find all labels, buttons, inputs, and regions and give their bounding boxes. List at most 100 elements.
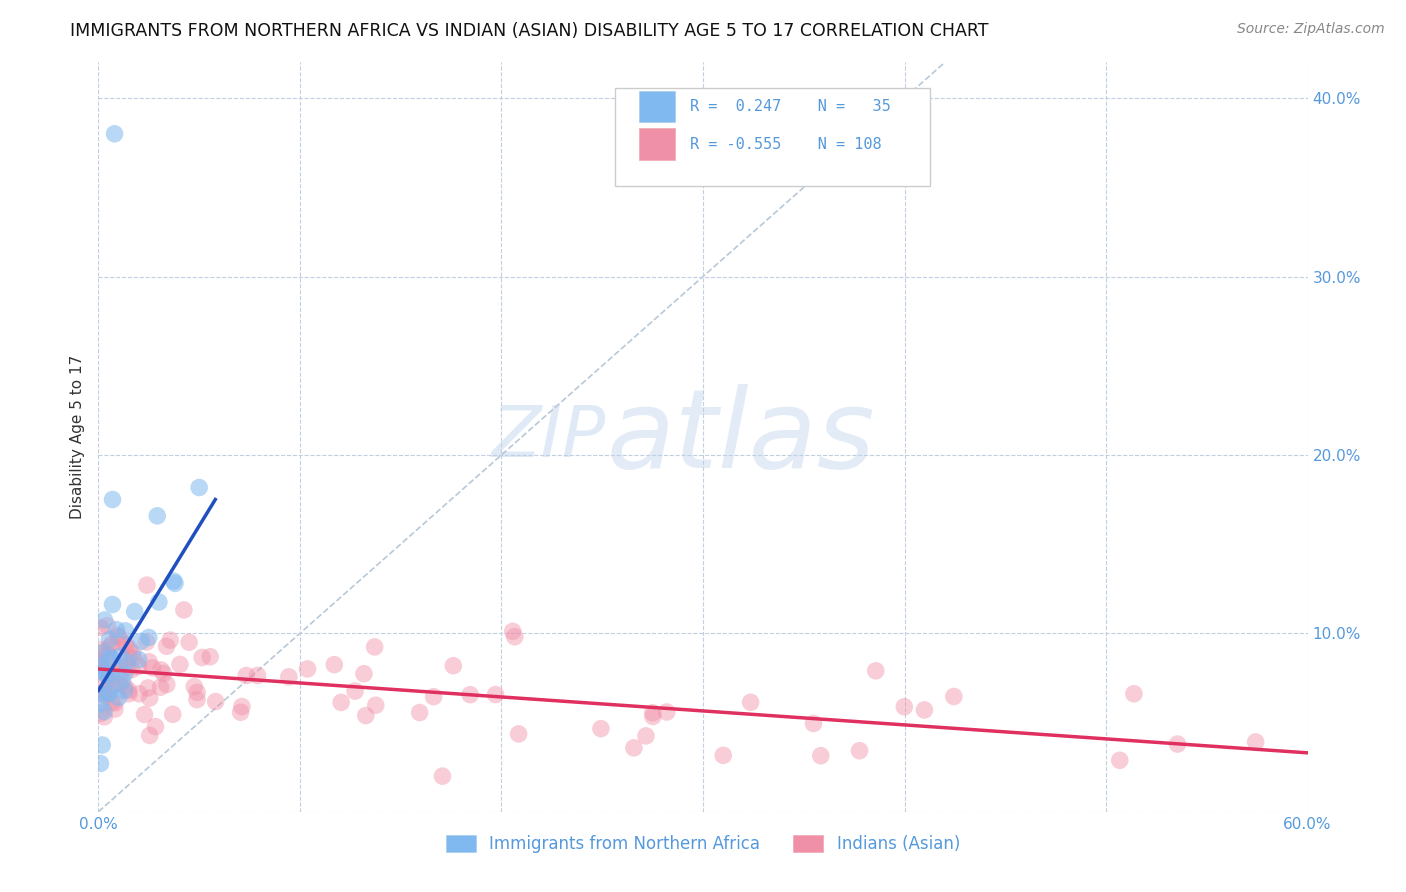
Point	[810, 748, 832, 763]
Point	[188, 481, 211, 495]
Point	[231, 699, 253, 714]
Point	[107, 690, 129, 705]
Point	[89, 659, 111, 673]
Point	[508, 727, 530, 741]
Point	[159, 633, 181, 648]
Point	[129, 634, 152, 648]
Point	[101, 636, 124, 650]
Point	[893, 699, 915, 714]
Point	[623, 740, 645, 755]
Point	[152, 666, 174, 681]
Point	[100, 649, 122, 664]
Bar	[638, 91, 675, 122]
Point	[912, 703, 935, 717]
Point	[422, 690, 444, 704]
Point	[89, 658, 111, 673]
Point	[98, 632, 121, 647]
Point	[169, 657, 191, 672]
Point	[163, 574, 186, 588]
Point	[803, 716, 825, 731]
Point	[93, 687, 115, 701]
Text: R = -0.555    N = 108: R = -0.555 N = 108	[690, 136, 882, 152]
Point	[90, 655, 112, 669]
Point	[138, 728, 160, 742]
Point	[101, 598, 124, 612]
Text: R =  0.247    N =   35: R = 0.247 N = 35	[690, 99, 890, 114]
Point	[117, 683, 139, 698]
Point	[198, 649, 221, 664]
Point	[162, 707, 184, 722]
Point	[98, 686, 121, 700]
Point	[408, 706, 430, 720]
Point	[89, 756, 111, 771]
Point	[138, 655, 160, 669]
Point	[121, 663, 143, 677]
Point	[112, 637, 135, 651]
Point	[89, 663, 111, 677]
Point	[103, 658, 125, 673]
Point	[191, 650, 214, 665]
Point	[354, 708, 377, 723]
Point	[91, 646, 114, 660]
Point	[108, 630, 131, 644]
Point	[183, 680, 205, 694]
Point	[163, 576, 186, 591]
Point	[96, 619, 118, 633]
Point	[865, 664, 887, 678]
Point	[589, 722, 612, 736]
Point	[117, 660, 139, 674]
Point	[94, 666, 117, 681]
Point	[110, 648, 132, 663]
Point	[103, 678, 125, 692]
Point	[100, 695, 122, 709]
Point	[149, 680, 172, 694]
Text: IMMIGRANTS FROM NORTHERN AFRICA VS INDIAN (ASIAN) DISABILITY AGE 5 TO 17 CORRELA: IMMIGRANTS FROM NORTHERN AFRICA VS INDIA…	[70, 22, 988, 40]
Point	[136, 681, 159, 695]
Point	[229, 706, 252, 720]
Point	[364, 698, 387, 713]
Point	[93, 676, 115, 690]
Point	[97, 686, 120, 700]
Point	[100, 671, 122, 685]
Point	[108, 666, 131, 681]
Point	[96, 668, 118, 682]
Point	[277, 670, 299, 684]
Point	[89, 665, 111, 679]
Point	[101, 492, 124, 507]
Point	[114, 666, 136, 681]
Point	[634, 729, 657, 743]
Point	[363, 640, 385, 654]
Point	[1108, 753, 1130, 767]
Point	[118, 650, 141, 665]
Point	[641, 706, 664, 720]
Point	[89, 654, 111, 668]
Point	[111, 673, 134, 688]
Point	[204, 695, 226, 709]
Point	[155, 639, 177, 653]
Point	[121, 646, 143, 660]
Point	[711, 748, 734, 763]
Point	[235, 668, 257, 682]
Point	[115, 639, 138, 653]
Point	[186, 692, 208, 706]
Point	[108, 676, 131, 690]
Point	[458, 688, 481, 702]
Point	[89, 697, 111, 711]
Point	[136, 578, 159, 592]
Point	[93, 710, 115, 724]
Point	[97, 669, 120, 683]
Point	[104, 702, 127, 716]
Point	[441, 658, 464, 673]
Point	[323, 657, 346, 672]
Point	[641, 709, 664, 723]
Point	[128, 687, 150, 701]
Point	[1244, 735, 1267, 749]
Text: ZIP: ZIP	[492, 402, 606, 472]
Point	[432, 769, 454, 783]
Point	[128, 652, 150, 666]
Point	[118, 687, 141, 701]
Point	[186, 685, 208, 699]
Point	[148, 595, 170, 609]
Point	[173, 603, 195, 617]
Point	[246, 668, 269, 682]
